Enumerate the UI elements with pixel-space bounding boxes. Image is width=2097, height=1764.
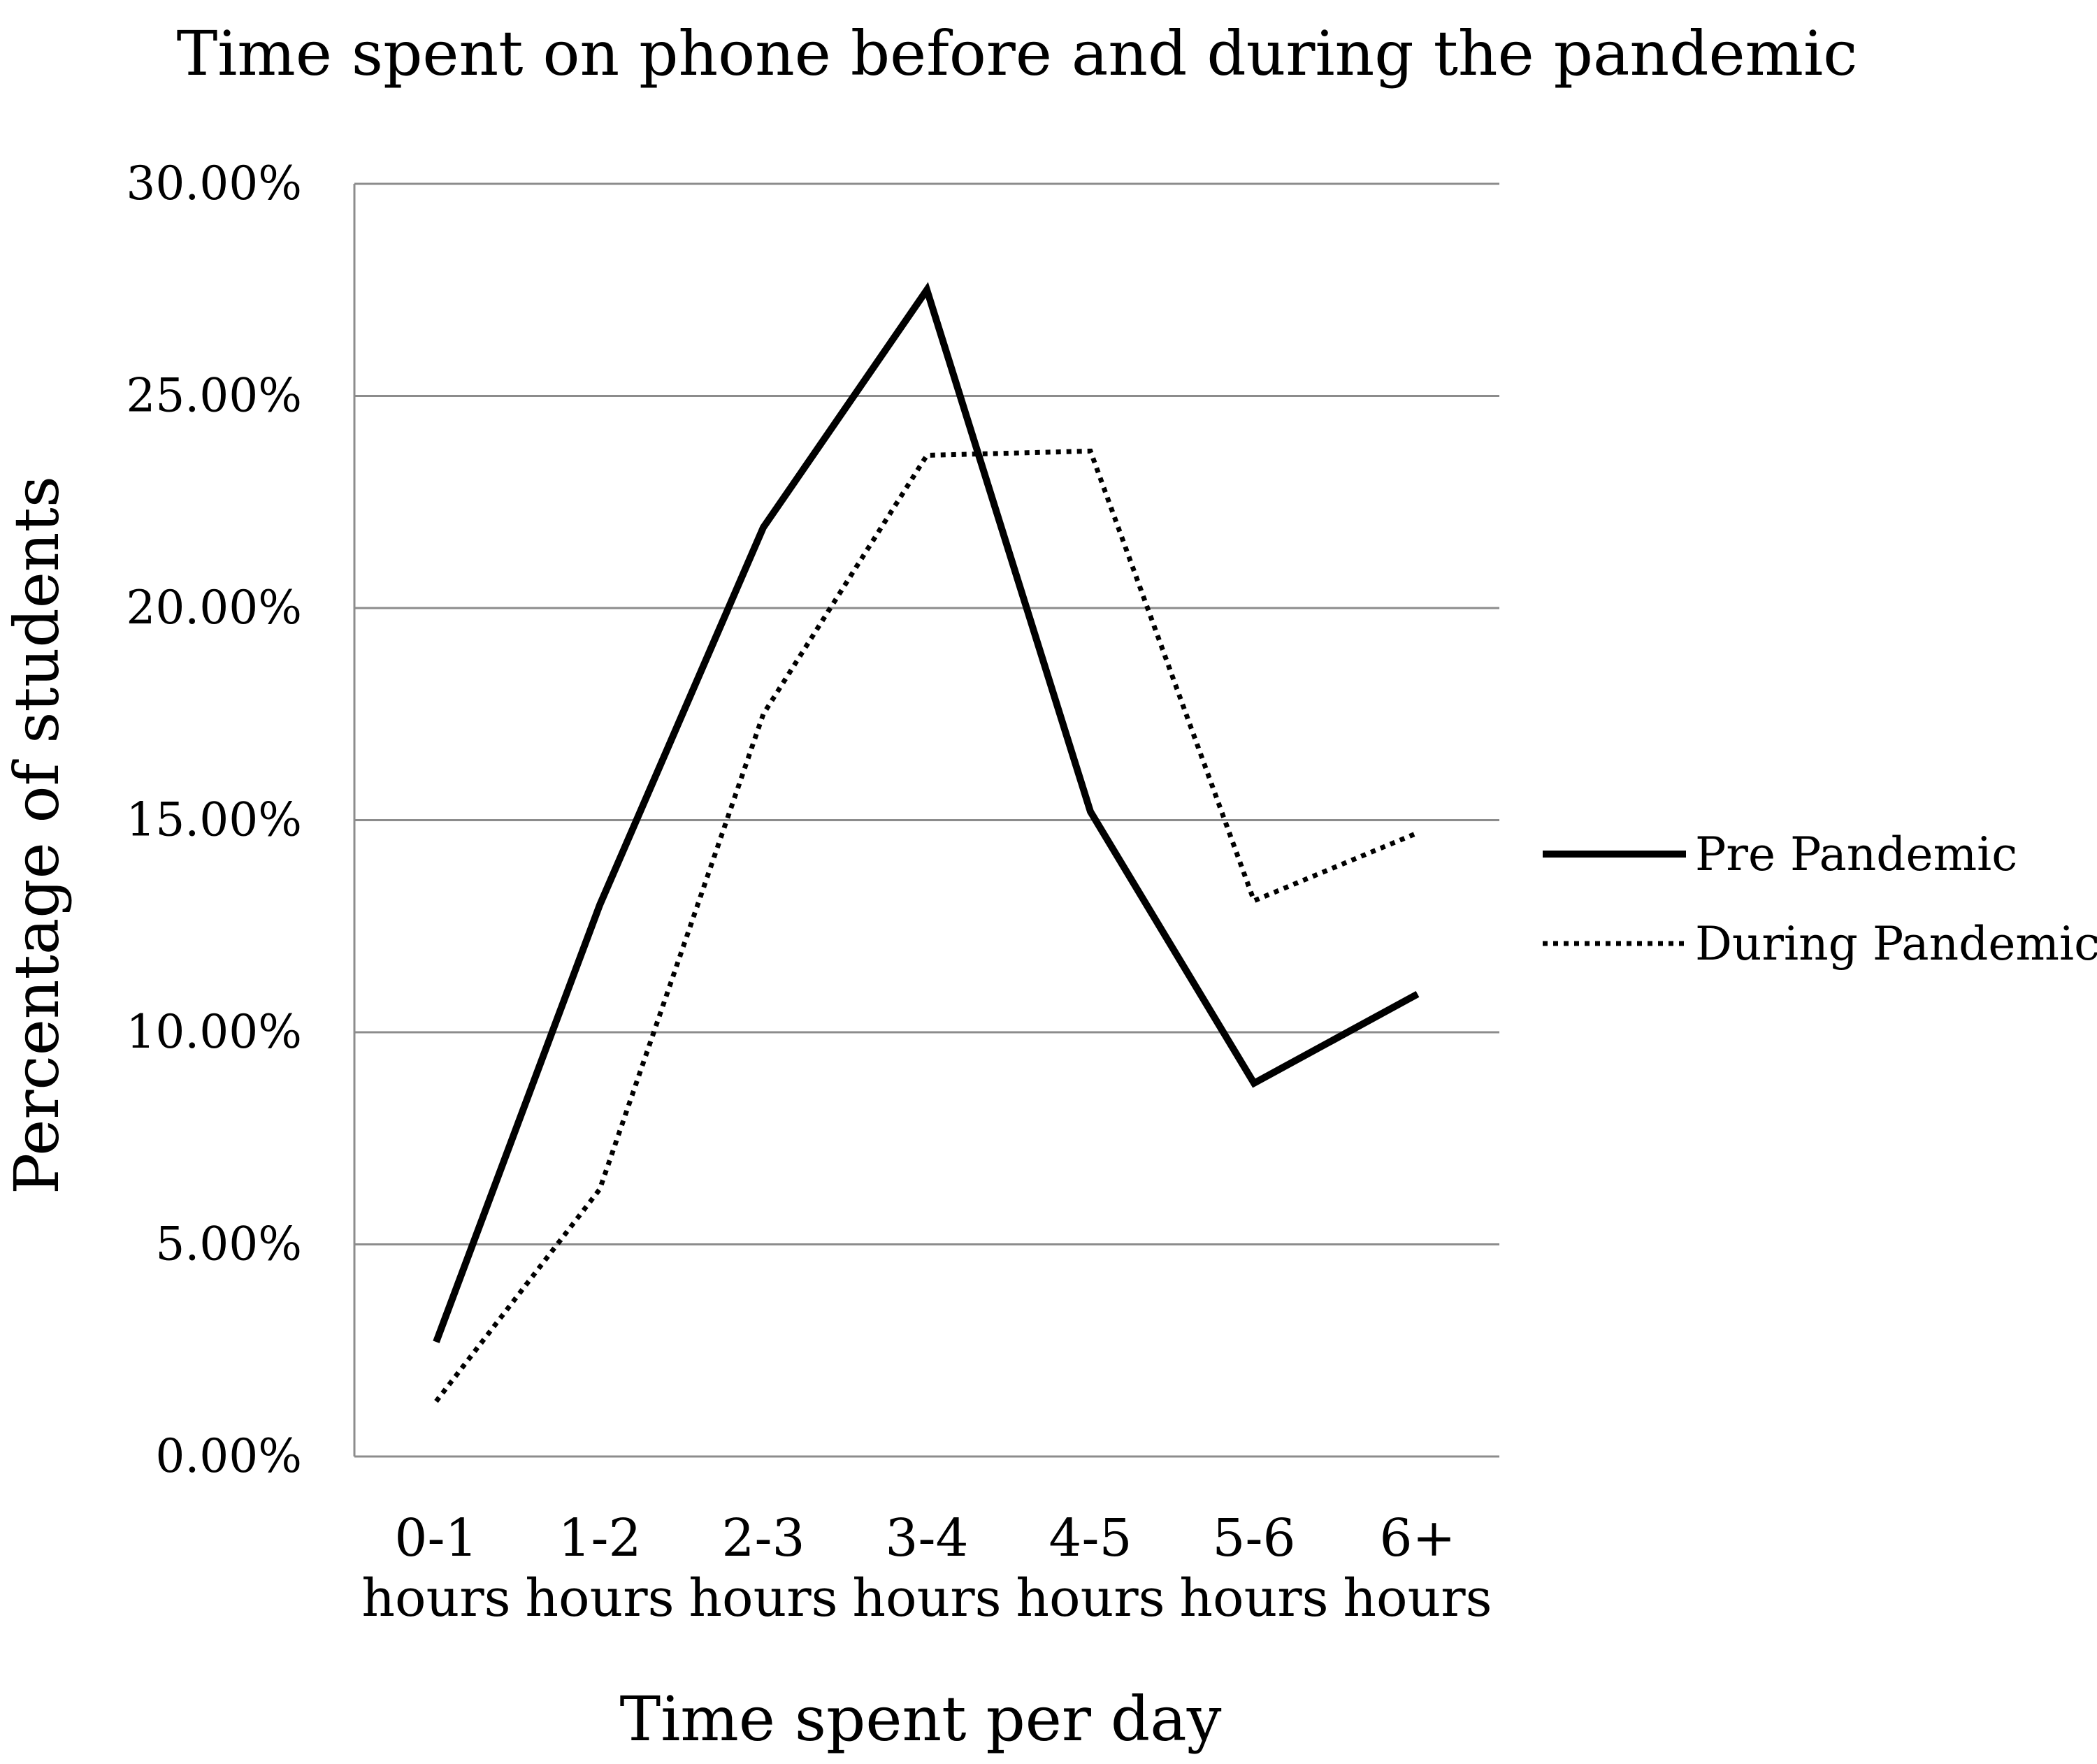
series-line-pre-pandemic [433,282,1420,1343]
series-lines [433,282,1420,1403]
y-tick-label: 20.00% [126,581,302,635]
y-tick-label: 5.00% [155,1217,302,1271]
y-tick-label: 10.00% [126,1005,302,1059]
x-tick-label: 3-4 hours [852,1508,1001,1628]
x-tick-label: 2-3 hours [689,1508,837,1628]
y-tick-label: 30.00% [126,157,302,210]
y-tick-label: 25.00% [126,369,302,423]
x-axis-title: Time spent per day [620,1683,1222,1755]
legend-label: Pre Pandemic [1695,827,2017,881]
gridlines [354,182,1499,1245]
x-tick-label: 0-1 hours [361,1508,510,1628]
x-tick-label: 4-5 hours [1016,1508,1165,1628]
legend-label: During Pandemic [1695,917,2097,971]
legend: Pre Pandemic During Pandemic [1543,827,2097,971]
y-axis-title: Percentage of students [1,476,73,1194]
y-tick-labels: 0.00% 5.00% 10.00% 15.00% 20.00% 25.00% 30.00% [126,157,302,1483]
y-tick-label: 15.00% [126,793,302,847]
y-tick-label: 0.00% [155,1429,302,1483]
series-line-during-pandemic [434,448,1419,1403]
x-tick-label: 6+ hours [1343,1508,1492,1628]
x-tick-label: 5-6 hours [1179,1508,1328,1628]
axes [353,184,1499,1458]
chart-title: Time spent on phone before and during th… [177,17,1858,89]
x-tick-label: 1-2 hours [525,1508,674,1628]
